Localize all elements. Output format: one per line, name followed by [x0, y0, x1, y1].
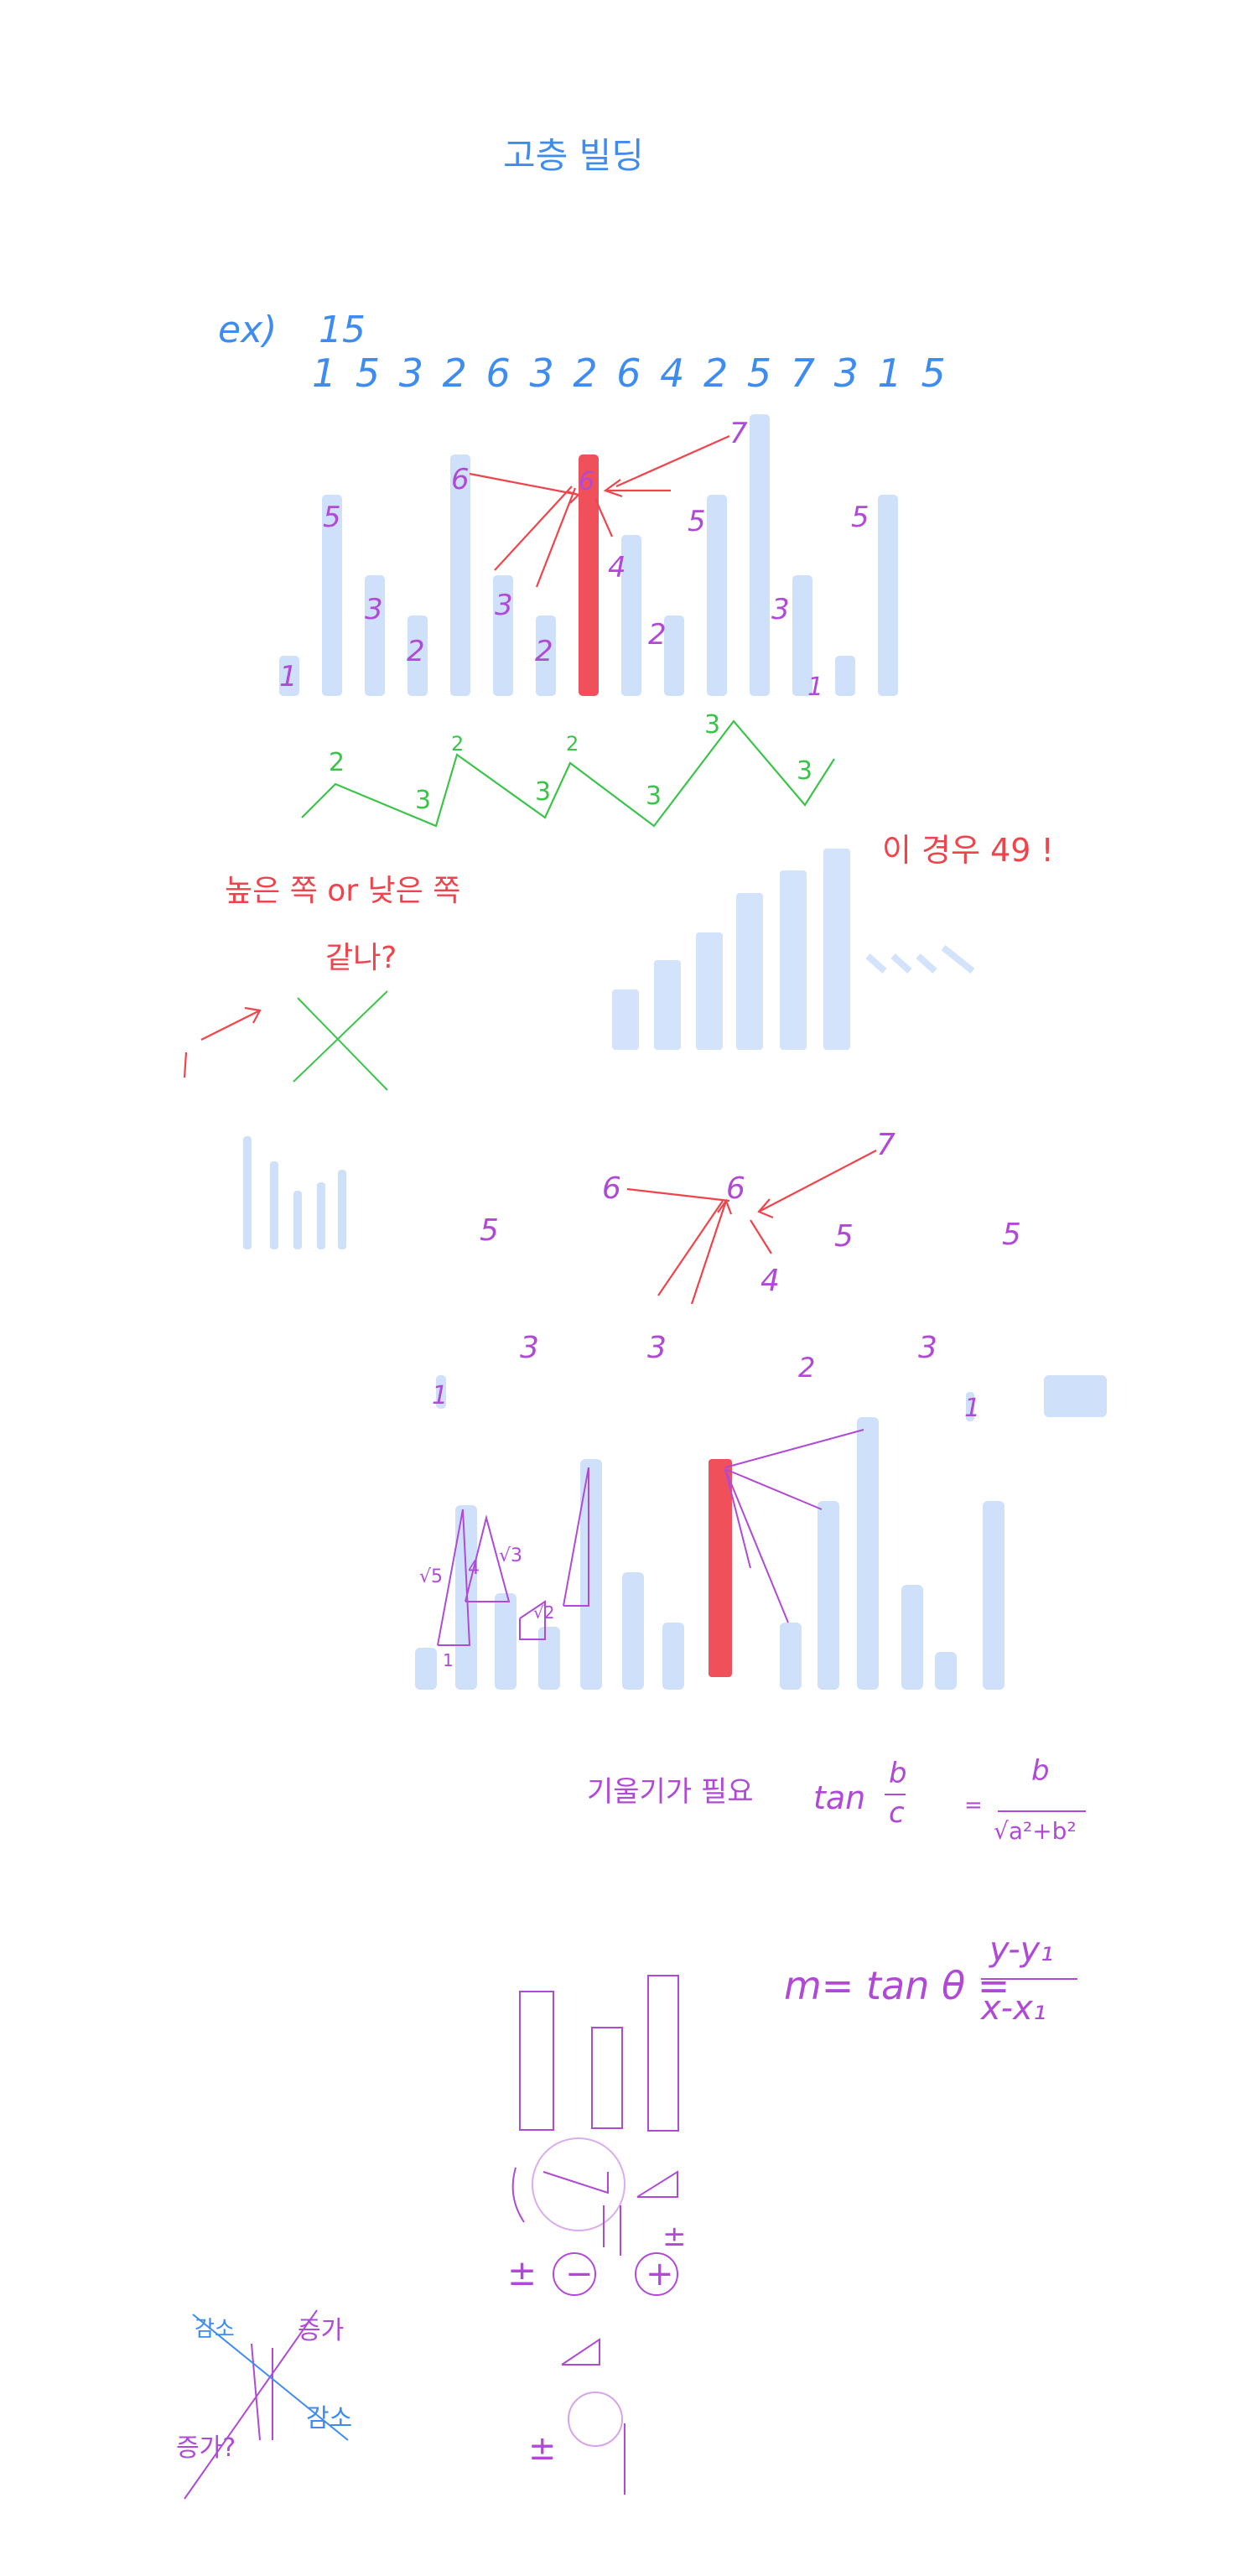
m-formula-left: m= tan θ = [784, 1963, 1010, 2008]
increase-label: 증가 [298, 2316, 345, 2345]
building-bar [365, 575, 385, 696]
increase-question-label: 증가? [176, 2433, 236, 2463]
note-case-49: 이 경우 49 ! [882, 832, 1054, 869]
frac-numerator: b [1031, 1754, 1050, 1788]
pm-bottom: ± [528, 2429, 557, 2468]
pm-left: ± [507, 2252, 537, 2293]
slope-needed-note: 기울기가 필요 [587, 1775, 754, 1809]
building-bar [322, 495, 342, 696]
decrease-label-2: 감소 [306, 2404, 353, 2433]
scatter-label: 3 [918, 1331, 937, 1365]
example-sequence: 1 5 3 2 6 3 2 6 4 2 5 7 3 1 5 [312, 351, 949, 396]
triangle-label: 1 [443, 1650, 454, 1670]
triangle-label: √5 [419, 1566, 444, 1587]
note-high-low: 높은 쪽 or 낮은 쪽 [225, 874, 461, 908]
scatter-label: 5 [1002, 1218, 1021, 1252]
building-bar [707, 495, 727, 696]
triangle-label: 4 [468, 1558, 480, 1579]
note-same-question: 같나? [325, 941, 397, 975]
building-bar [279, 656, 299, 696]
decrease-label: 감소 [195, 2317, 235, 2342]
bar-label: 2 [535, 635, 553, 668]
triangle-label: √3 [499, 1545, 523, 1566]
bar-label: 3 [495, 589, 513, 622]
bar-label: 7 [729, 417, 748, 450]
scatter-label: 1 [964, 1394, 981, 1423]
bar-label: 5 [851, 501, 869, 534]
visible-count: 3 [797, 756, 813, 786]
minus-circle-sign: − [565, 2255, 594, 2293]
example-label: ex) [218, 309, 278, 351]
bar-label: 6 [451, 463, 470, 496]
m-numerator: y-y₁ [989, 1930, 1054, 1969]
building-bar [450, 454, 470, 696]
bar-label: 1 [279, 660, 298, 693]
scatter-label: 4 [760, 1264, 780, 1298]
bar-label: 2 [648, 618, 667, 652]
scatter-label: 5 [480, 1213, 499, 1248]
plus-circle-sign: + [646, 2255, 674, 2293]
visible-count: 3 [415, 786, 432, 815]
visible-count: 2 [329, 748, 345, 777]
bar-label: 3 [771, 593, 790, 626]
visible-count: 3 [704, 710, 721, 740]
scatter-label: 5 [834, 1219, 854, 1254]
tan-word: tan [813, 1779, 866, 1816]
bar-label: 6 [579, 467, 595, 496]
scatter-label: 3 [520, 1331, 539, 1365]
visible-count: 3 [646, 782, 662, 811]
scatter-label: 6 [726, 1171, 745, 1206]
page-title: 고층 빌딩 [503, 135, 644, 176]
scatter-label: 7 [876, 1128, 895, 1162]
m-denominator: x-x₁ [981, 1989, 1046, 2028]
scatter-label: 3 [647, 1331, 667, 1365]
building-bar [835, 656, 855, 696]
building-bar [493, 575, 513, 696]
visible-count: 2 [451, 732, 465, 756]
visible-count: 2 [566, 732, 579, 756]
scatter-label: 2 [798, 1352, 816, 1384]
building-bar [750, 414, 770, 696]
triangle-label: √2 [533, 1602, 555, 1623]
building-bar [664, 615, 684, 696]
building-bar [536, 615, 556, 696]
pm-right: ± [662, 2220, 687, 2253]
bar-label: 5 [688, 505, 706, 538]
bar-label: 4 [608, 551, 626, 584]
bar-label: 3 [365, 593, 383, 626]
highlight-bar [579, 454, 599, 696]
bar-label: 5 [323, 501, 341, 534]
bar-label: 2 [407, 635, 425, 668]
building-bar [792, 575, 812, 696]
bar-label: 1 [807, 673, 824, 702]
building-bar [407, 615, 428, 696]
scatter-label: 1 [432, 1381, 449, 1410]
tan-numerator: b [889, 1757, 907, 1790]
building-bar [621, 535, 641, 696]
scatter-label: 6 [602, 1171, 621, 1206]
eq-sign: = [964, 1793, 983, 1818]
visible-count: 3 [535, 777, 552, 807]
example-n: 15 [319, 309, 366, 351]
building-bar [878, 495, 898, 696]
frac-denominator: √a²+b² [994, 1817, 1077, 1845]
tan-denominator: c [889, 1796, 905, 1830]
